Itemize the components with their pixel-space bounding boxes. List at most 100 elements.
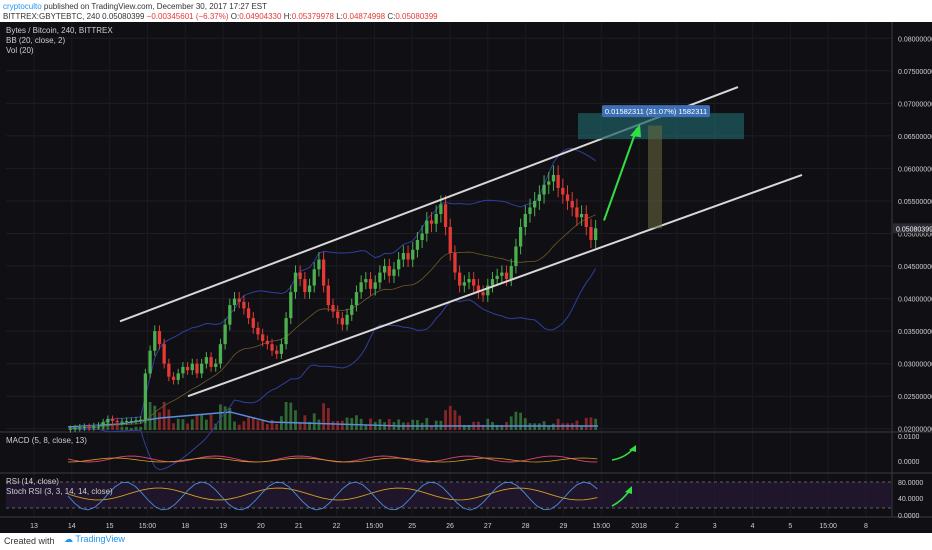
candle-body [429,220,434,224]
measure-label-box [602,105,710,118]
volume-bar [411,419,415,430]
close-value: 0.05080399 [395,12,438,21]
candle-body [462,282,466,286]
last-price-value: 0.05080399 [896,226,932,233]
candle-body [246,308,251,319]
volume-bar [209,414,213,430]
candle-body [565,194,570,201]
candle-body [87,426,91,428]
candle-body [232,298,237,306]
volume-bar [378,419,382,430]
price-change: −0.00345601 (−6.37%) [146,12,229,21]
candle-body [298,272,302,280]
y-tick-label: 0.08000000 [898,36,932,43]
candle-body [181,366,185,374]
x-tick-label: 3 [713,523,717,530]
candle-body [420,233,424,241]
y-tick-label: 0.05000000 [898,232,932,239]
stoch-rsi-line [67,481,598,511]
volume-bar [280,416,283,430]
candle-body [584,213,588,227]
volume-bar [364,424,368,430]
volume-bar [317,419,321,430]
volume-bar [176,418,180,430]
rsi-arrow-head [625,486,632,494]
x-tick-label: 22 [333,523,341,530]
candle-body [401,253,405,260]
publish-info: published on TradingView.com, December 3… [41,2,268,11]
candle-body [443,204,448,227]
close-label: C: [387,12,396,21]
x-tick-label: 26 [446,523,454,530]
candle-body [251,318,255,328]
volume-bar [223,406,227,430]
candle-body [176,373,180,380]
volume-bar [326,408,330,430]
candle-body [82,426,87,428]
volume-bar [584,417,588,430]
volume-bar [270,419,274,430]
volume-bar [242,421,246,430]
x-tick-label: 15:00 [819,523,837,530]
volume-bar [129,428,133,430]
volume-bar [594,418,598,430]
candle-body [171,376,176,380]
candle-body [143,373,148,420]
candle-body [129,420,133,422]
volume-bar [219,404,222,430]
volume-bar [495,425,499,430]
y-tick-label: 0.04500000 [898,264,932,271]
tradingview-logo-link[interactable]: ☁ TradingView [64,534,125,545]
candle-body [350,305,354,315]
footer-created: Created with [4,536,55,546]
candle-body [509,266,513,280]
candle-body [518,227,523,247]
volume-bar [430,425,433,430]
candle-body [392,269,396,276]
candle-body [261,334,265,341]
candle-body [256,327,260,335]
projection-arrow [603,127,638,221]
y-tick-label: 0.02000000 [898,427,932,434]
candle-body [289,292,293,319]
candle-body [528,207,532,214]
y-tick-label: 0.04000000 [898,297,932,304]
y-tick-label: 0.07000000 [898,101,932,108]
volume-bar [397,419,401,430]
volume-bar [523,418,527,430]
author-link[interactable]: cryptoculto [3,2,42,11]
x-tick-label: 13 [30,523,38,530]
candle-body [120,421,124,423]
bollinger-lower [70,268,597,471]
volume-bar [547,425,551,430]
volume-bar [111,424,114,430]
ohlc-line: BITTREX:GBYTEBTC, 240 0.05080399 −0.0034… [3,12,438,21]
x-tick-label: 18 [181,523,189,530]
volume-ma-line [67,411,598,428]
volume-bar [204,419,208,430]
chart-canvas[interactable]: 0.01582311 (31.07%) 1582311 0.08000000 0.… [0,22,932,533]
candle-body [354,292,359,306]
candle-body [237,298,241,302]
volume-bar [519,412,523,430]
candle-body [575,207,579,218]
volume-bar [265,424,269,430]
candle-body [279,344,284,354]
candle-body [472,279,476,286]
candle-body [218,344,223,364]
volume-bar [312,413,316,430]
volume-bar [514,411,518,430]
volume-bar [336,420,340,430]
candle-body [209,357,213,367]
candle-body [345,314,349,325]
chart-area[interactable]: 0.01582311 (31.07%) 1582311 0.08000000 0.… [0,22,932,533]
x-tick-label: 29 [560,523,568,530]
candle-body [106,418,110,423]
volume-bar [387,419,391,430]
volume-bar [237,424,241,430]
volume-bar [115,425,119,430]
volume-bar [190,419,194,430]
x-tick-label: 28 [522,523,530,530]
volume-bar [416,420,419,430]
footer: Created with ☁ TradingView [0,533,932,550]
